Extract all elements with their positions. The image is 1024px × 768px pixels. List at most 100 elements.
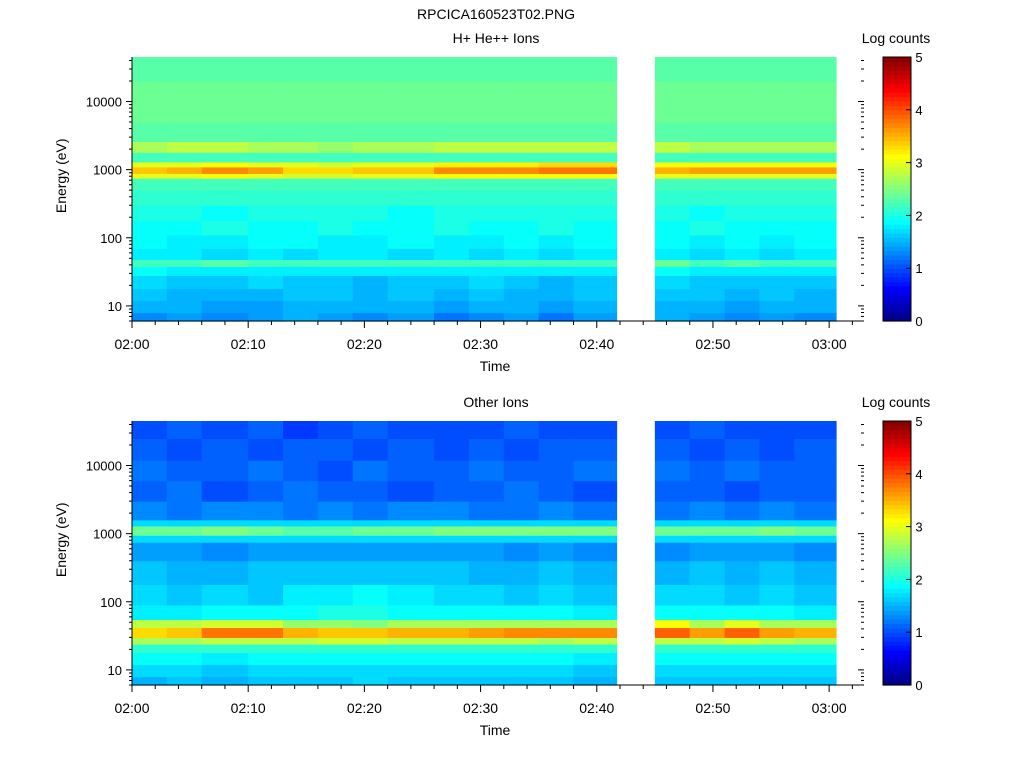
colorbar-segment [883, 202, 911, 208]
heatmap-cell [503, 438, 540, 461]
heatmap-cell [689, 234, 726, 249]
heatmap-cell [654, 652, 691, 666]
heatmap-cell [434, 234, 470, 249]
heatmap-cell [166, 166, 203, 175]
colorbar-segment [883, 224, 911, 230]
heatmap-cell [794, 421, 837, 439]
heatmap-cell [794, 234, 837, 249]
heatmap-cell [759, 664, 795, 678]
heatmap-cell [794, 525, 837, 536]
heatmap-cell [283, 141, 319, 153]
y-axis-label: Energy (eV) [53, 502, 69, 577]
heatmap-cell [352, 501, 389, 521]
heatmap-cell [352, 122, 389, 142]
heatmap-cell [317, 122, 354, 142]
heatmap-cell [538, 652, 575, 666]
heatmap-cell [538, 190, 575, 206]
heatmap-cell [654, 141, 691, 153]
heatmap-cell [503, 619, 540, 629]
heatmap-cell [352, 560, 389, 585]
y-axis: 10 100 1000 10000 [86, 59, 864, 322]
heatmap-cell [573, 173, 618, 179]
colorbar-segment [883, 285, 911, 291]
colorbar-segment [883, 237, 911, 243]
heatmap-cell [503, 560, 540, 585]
heatmap-cell [759, 190, 795, 206]
heatmap-cell [132, 460, 168, 482]
heatmap-cell [689, 480, 726, 502]
x-tick-label: 03:00 [812, 336, 847, 352]
heatmap-cell [387, 122, 435, 142]
heatmap-cell [759, 312, 795, 322]
heatmap-cell [759, 234, 795, 249]
heatmap-cell [201, 288, 249, 302]
colorbar-segment [883, 307, 911, 313]
heatmap-cell [689, 248, 726, 261]
heatmap-cell [283, 57, 319, 82]
colorbar-segment [883, 421, 911, 426]
heatmap-cell [132, 57, 168, 82]
colorbar-tick-label: 1 [915, 261, 922, 276]
colorbar-segment [883, 250, 911, 256]
heatmap-cell [759, 584, 795, 606]
heatmap-cell [573, 57, 618, 82]
heatmap-cell [132, 178, 168, 191]
heatmap-cell [434, 535, 470, 543]
heatmap-cell [689, 152, 726, 163]
heatmap-cell [503, 460, 540, 482]
heatmap-cell [283, 519, 319, 527]
heatmap-cell [248, 627, 284, 638]
x-axis: 02:00 02:10 02:20 02:30 02:40 02:50 03:00 [114, 685, 853, 716]
heatmap-cell [573, 205, 618, 221]
heatmap-cell [387, 248, 435, 261]
heatmap-cell [166, 643, 203, 654]
heatmap-cell [283, 460, 319, 482]
heatmap-cell [132, 664, 168, 678]
heatmap-cell [201, 190, 249, 206]
heatmap-cell [387, 501, 435, 521]
heatmap-cell [352, 584, 389, 606]
heatmap-cell [387, 275, 435, 290]
heatmap-cell [538, 166, 575, 175]
colorbar-segment [883, 663, 911, 668]
colorbar-tick-label: 3 [915, 156, 922, 171]
heatmap-cell [654, 259, 691, 267]
heatmap-cell [654, 438, 691, 461]
heatmap-cell [503, 80, 540, 123]
colorbar-segment [883, 61, 911, 67]
heatmap-cell [166, 141, 203, 153]
heatmap-cell [573, 300, 618, 314]
y-axis-label: Energy (eV) [53, 138, 69, 213]
heatmap-cell [573, 438, 618, 461]
heatmap-cell [759, 460, 795, 482]
heatmap-cell [283, 643, 319, 654]
heatmap-cell [573, 421, 618, 439]
heatmap-cell [654, 205, 691, 221]
heatmap-cell [794, 643, 837, 654]
heatmap-cell [573, 152, 618, 163]
heatmap-cell [724, 300, 761, 314]
heatmap-cell [352, 664, 389, 678]
heatmap-cell [283, 205, 319, 221]
heatmap-cell [201, 275, 249, 290]
heatmap-cell [573, 275, 618, 290]
heatmap-cell [538, 627, 575, 638]
heatmap-cell [317, 220, 354, 236]
colorbar-segment [883, 526, 911, 532]
heatmap-cell [352, 652, 389, 666]
heatmap-cell [434, 57, 470, 82]
heatmap-cell [503, 266, 540, 277]
heatmap-cell [387, 190, 435, 206]
heatmap-cell [132, 141, 168, 153]
colorbar-segment [883, 140, 911, 146]
colorbar-segment [883, 215, 911, 221]
heatmap-cell [794, 220, 837, 236]
heatmap-cell [434, 288, 470, 302]
heatmap-cell [352, 535, 389, 543]
heatmap-cell [248, 560, 284, 585]
heatmap-cell [503, 122, 540, 142]
heatmap-cell [689, 525, 726, 536]
heatmap-cell [317, 259, 354, 267]
heatmap-cell [166, 248, 203, 261]
heatmap-cell [724, 288, 761, 302]
